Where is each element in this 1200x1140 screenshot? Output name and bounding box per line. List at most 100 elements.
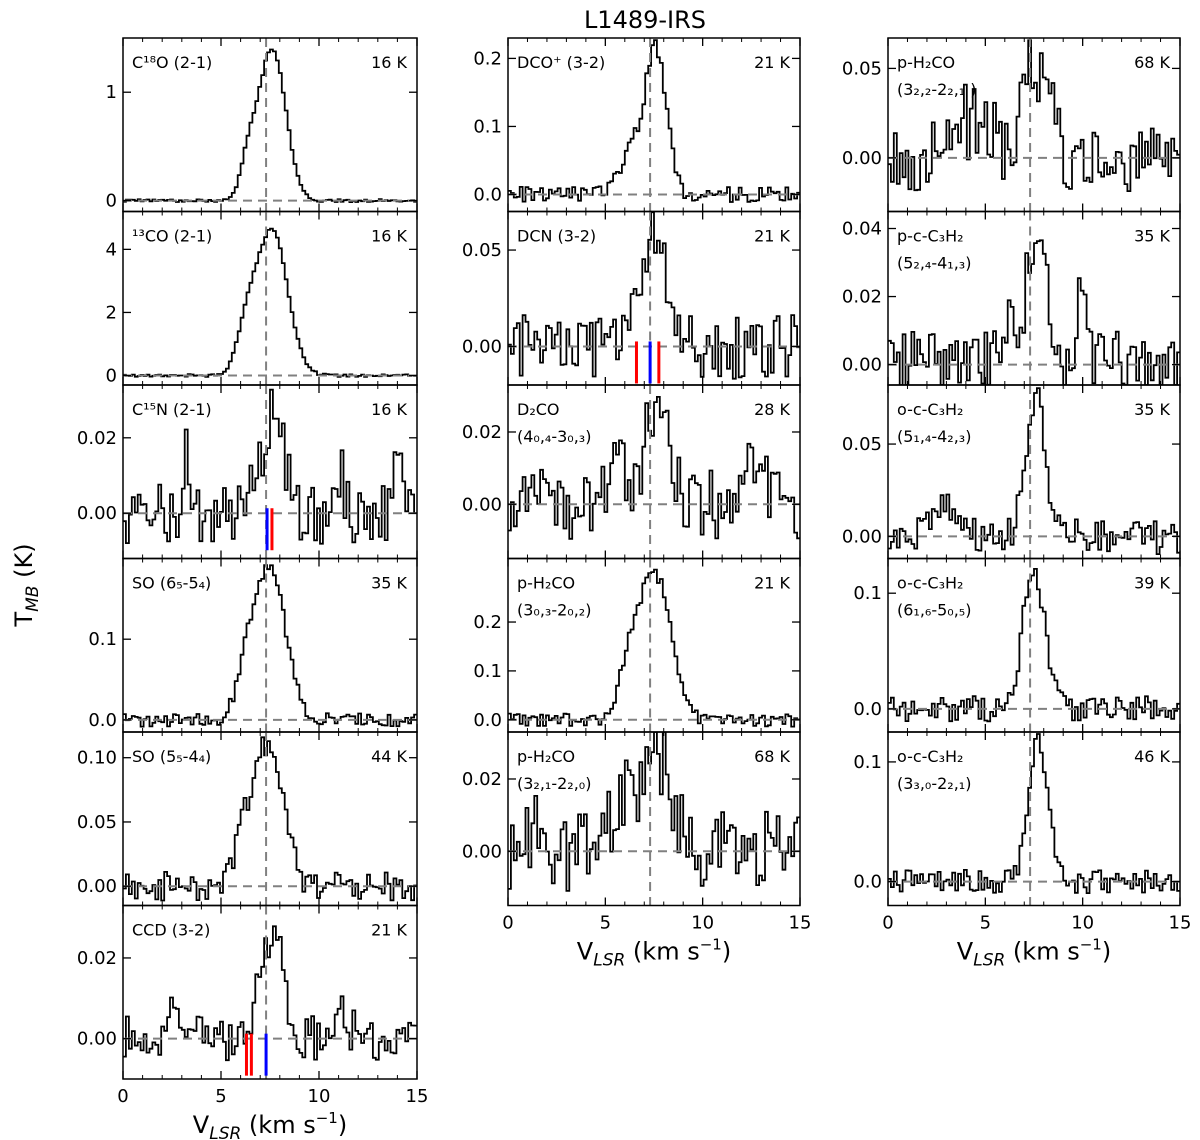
panel-c15n: 0.00 0.02 C¹⁵N (2-1) 16 K bbox=[77, 384, 418, 560]
line-label-ph2co303: p-H₂CO bbox=[517, 574, 575, 593]
y-tick-label-13co-1: 2 bbox=[106, 302, 117, 323]
y-tick-label-so55-1: 0.05 bbox=[77, 812, 117, 833]
y-axis-title-main: T bbox=[10, 612, 38, 628]
energy-label-ph2co322: 68 K bbox=[1134, 53, 1170, 72]
panel-13co: 0 2 4 ¹³CO (2-1) 16 K bbox=[106, 210, 418, 387]
spectrum-line-ccd bbox=[123, 925, 417, 1062]
spectrum-line-oc3h2616 bbox=[888, 568, 1180, 723]
energy-label-oc3h2514: 35 K bbox=[1134, 400, 1170, 419]
figure-title: L1489-IRS bbox=[584, 6, 706, 34]
panel-ph2co303: 0.0 0.1 0.2 p-H₂CO (3₀,₃-2₀,₂) 21 K bbox=[473, 557, 801, 733]
y-tick-label-c15n-0: 0.00 bbox=[77, 503, 117, 524]
energy-label-so65: 35 K bbox=[371, 574, 407, 593]
panel-ph2co322: 0.00 0.05 p-H₂CO (3₂,₂-2₂,₁ ) 68 K bbox=[842, 37, 1181, 213]
spectrum-line-ph2co322 bbox=[888, 39, 1180, 192]
panel-dcn: 0.00 0.05 DCN (3-2) 21 K bbox=[462, 210, 801, 386]
y-tick-label-c18o-1: 1 bbox=[106, 82, 117, 103]
y-tick-label-ph2co303-1: 0.1 bbox=[473, 661, 502, 682]
y-tick-label-ph2co322-1: 0.05 bbox=[842, 58, 882, 79]
energy-label-so55: 44 K bbox=[371, 747, 407, 766]
line-label-oc3h2616: o-c-C₃H₂ bbox=[897, 574, 963, 593]
spectrum-line-ph2co321 bbox=[508, 732, 800, 892]
x-tick-label-ph2co321-10: 10 bbox=[691, 913, 714, 934]
energy-label-ccd: 21 K bbox=[371, 921, 407, 940]
panel-oc3h2616: 0.0 0.1 o-c-C₃H₂ (6₁,₆-5₀,₅) 39 K bbox=[853, 557, 1181, 733]
y-tick-label-pc3h2524-2: 0.04 bbox=[842, 219, 882, 240]
panel-oc3h2514: 0.00 0.05 o-c-C₃H₂ (5₁,₄-4₂,₃) 35 K bbox=[842, 384, 1181, 560]
line-transition-ph2co321: (3₂,₁-2₂,₀) bbox=[517, 774, 591, 793]
line-label-ph2co321: p-H₂CO bbox=[517, 747, 575, 766]
line-transition-oc3h2514: (5₁,₄-4₂,₃) bbox=[897, 427, 971, 446]
y-axis-title-sub: MB bbox=[23, 586, 43, 612]
x-axis-title-ph2co321: VLSR (km s−1) bbox=[577, 936, 731, 971]
line-label-oc3h2330: o-c-C₃H₂ bbox=[897, 747, 963, 766]
x-tick-label-ph2co321-15: 15 bbox=[789, 913, 812, 934]
x-tick-label-ccd-0: 0 bbox=[117, 1086, 128, 1107]
line-label-c18o: C¹⁸O (2-1) bbox=[132, 53, 212, 72]
line-label-so55: SO (5₅-4₄) bbox=[132, 747, 211, 766]
x-axis-title-oc3h2330: VLSR (km s−1) bbox=[957, 936, 1111, 971]
y-tick-label-pc3h2524-0: 0.00 bbox=[842, 355, 882, 376]
line-label-ph2co322: p-H₂CO bbox=[897, 53, 955, 72]
y-tick-label-c15n-1: 0.02 bbox=[77, 428, 117, 449]
y-tick-label-so65-0: 0.0 bbox=[88, 710, 117, 731]
x-tick-label-ph2co321-0: 0 bbox=[502, 913, 513, 934]
line-label-pc3h2524: p-c-C₃H₂ bbox=[897, 227, 964, 246]
line-transition-ph2co322: (3₂,₂-2₂,₁ ) bbox=[897, 80, 977, 99]
energy-label-dcn: 21 K bbox=[754, 227, 790, 246]
spectrum-line-d2co bbox=[508, 396, 800, 540]
spectrum-line-pc3h2524 bbox=[888, 239, 1180, 385]
y-tick-label-dco-2: 0.2 bbox=[473, 48, 502, 69]
energy-label-ph2co303: 21 K bbox=[754, 574, 790, 593]
line-label-d2co: D₂CO bbox=[517, 400, 560, 419]
line-transition-oc3h2330: (3₃,₀-2₂,₁) bbox=[897, 774, 971, 793]
y-tick-label-ph2co321-1: 0.02 bbox=[462, 769, 502, 790]
panel-so65: 0.0 0.1 SO (6₅-5₄) 35 K bbox=[88, 557, 418, 733]
svg-text:TMB (K): TMB (K) bbox=[10, 543, 43, 627]
energy-label-ph2co321: 68 K bbox=[754, 747, 790, 766]
y-tick-label-oc3h2616-0: 0.0 bbox=[853, 699, 882, 720]
energy-label-oc3h2616: 39 K bbox=[1134, 574, 1170, 593]
energy-label-c18o: 16 K bbox=[371, 53, 407, 72]
y-axis-title: TMB (K) bbox=[10, 543, 43, 627]
frame-ccd bbox=[122, 904, 418, 1080]
y-tick-label-so65-1: 0.1 bbox=[88, 629, 117, 650]
line-transition-ph2co303: (3₀,₃-2₀,₂) bbox=[517, 601, 591, 620]
x-tick-label-oc3h2330-5: 5 bbox=[980, 913, 991, 934]
energy-label-dco: 21 K bbox=[754, 53, 790, 72]
x-tick-label-ph2co321-5: 5 bbox=[600, 913, 611, 934]
y-tick-label-pc3h2524-1: 0.02 bbox=[842, 287, 882, 308]
line-label-so65: SO (6₅-5₄) bbox=[132, 574, 211, 593]
x-tick-label-ccd-5: 5 bbox=[215, 1086, 226, 1107]
line-label-ccd: CCD (3-2) bbox=[132, 921, 210, 940]
spectrum-line-dcn bbox=[508, 211, 800, 380]
line-label-dco: DCO⁺ (3-2) bbox=[517, 53, 605, 72]
line-label-dcn: DCN (3-2) bbox=[517, 227, 596, 246]
line-transition-d2co: (4₀,₄-3₀,₃) bbox=[517, 427, 591, 446]
x-tick-label-ccd-10: 10 bbox=[308, 1086, 331, 1107]
energy-label-oc3h2330: 46 K bbox=[1134, 747, 1170, 766]
energy-label-c15n: 16 K bbox=[371, 400, 407, 419]
panel-dco: 0.0 0.1 0.2 DCO⁺ (3-2) 21 K bbox=[473, 37, 801, 213]
y-tick-label-oc3h2514-1: 0.05 bbox=[842, 434, 882, 455]
y-tick-label-oc3h2616-1: 0.1 bbox=[853, 583, 882, 604]
panel-pc3h2524: 0.00 0.02 0.04 p-c-C₃H₂ (5₂,₄-4₁,₃) 35 K bbox=[842, 210, 1181, 386]
y-tick-label-oc3h2330-0: 0.0 bbox=[853, 872, 882, 893]
y-tick-label-so55-2: 0.10 bbox=[77, 748, 117, 769]
line-label-c15n: C¹⁵N (2-1) bbox=[132, 400, 212, 419]
y-tick-label-d2co-0: 0.00 bbox=[462, 494, 502, 515]
y-tick-label-so55-0: 0.00 bbox=[77, 876, 117, 897]
line-label-13co: ¹³CO (2-1) bbox=[132, 227, 212, 246]
y-tick-label-oc3h2514-0: 0.00 bbox=[842, 526, 882, 547]
spectrum-line-oc3h2330 bbox=[888, 733, 1180, 894]
y-tick-label-c18o-0: 0 bbox=[106, 191, 117, 212]
x-axis-title-ccd: VLSR (km s−1) bbox=[193, 1109, 347, 1140]
y-axis-title-unit: (K) bbox=[10, 543, 38, 585]
y-tick-label-dcn-1: 0.05 bbox=[462, 240, 502, 261]
y-tick-label-13co-0: 0 bbox=[106, 366, 117, 387]
y-tick-label-13co-2: 4 bbox=[106, 239, 117, 260]
frame-oc3h2330 bbox=[887, 731, 1181, 907]
panel-so55: 0.00 0.05 0.10 SO (5₅-4₄) 44 K bbox=[77, 731, 418, 907]
